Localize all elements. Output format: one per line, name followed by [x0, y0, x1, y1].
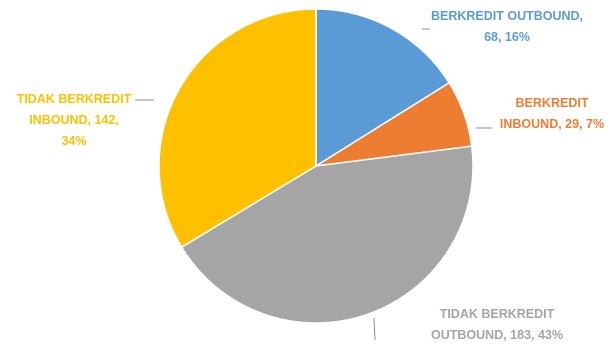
- data-label-tidak-berkredit-inbound: TIDAK BERKREDIT INBOUND, 142, 34%: [17, 92, 132, 148]
- data-label-berkredit-outbound: BERKREDIT OUTBOUND, 68, 16%: [431, 9, 583, 44]
- leader-lines: [135, 28, 492, 341]
- pie-slices: [158, 8, 474, 324]
- pie-slice-berkredit-outbound: [315, 8, 451, 168]
- pie-slice-tidak-berkredit-inbound: [158, 8, 317, 249]
- data-labels: BERKREDIT OUTBOUND, 68, 16% BERKREDIT INBOU…: [17, 9, 604, 342]
- pie-slice-tidak-berkredit-outbound: [180, 145, 474, 324]
- leader-line: [373, 317, 376, 341]
- data-label-berkredit-inbound: BERKREDIT INBOUND, 29, 7%: [500, 96, 604, 131]
- data-label-tidak-berkredit-outbound: TIDAK BERKREDIT OUTBOUND, 183, 43%: [431, 307, 563, 342]
